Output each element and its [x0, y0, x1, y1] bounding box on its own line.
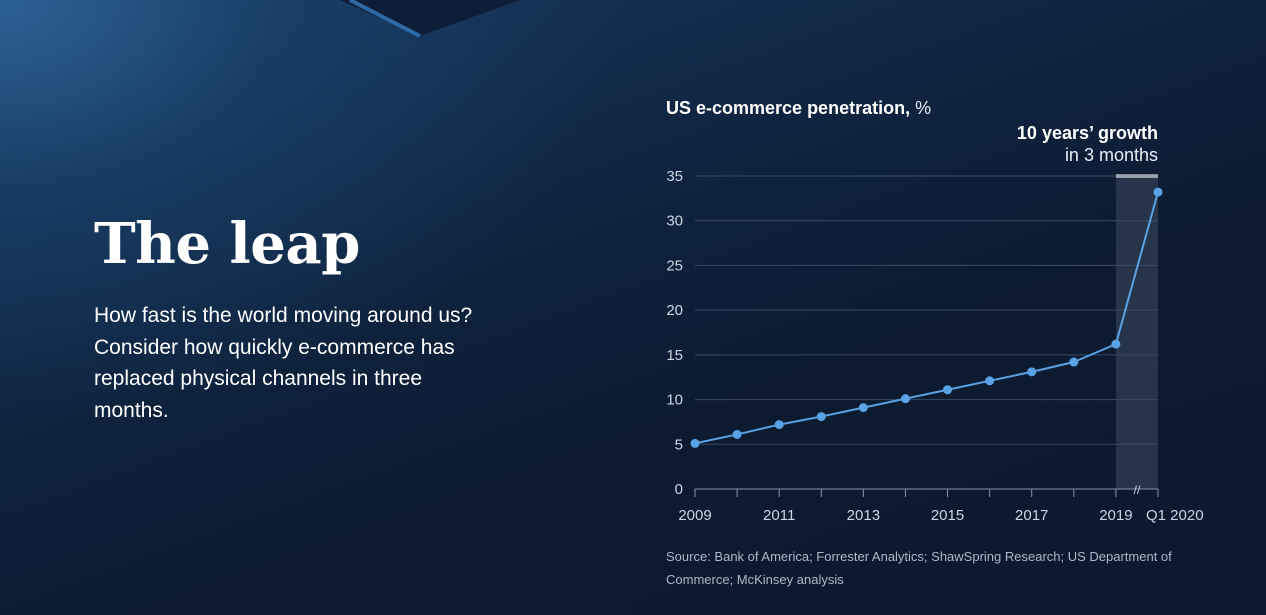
x-tick-label-Q1-2020: Q1 2020 [1146, 507, 1204, 524]
grid-group [695, 175, 1158, 445]
decorative-chevron-edge [349, 0, 421, 38]
data-point-2011 [774, 420, 784, 430]
chart-title-unit: % [915, 98, 932, 118]
y-tick-label-15: 15 [666, 347, 683, 364]
highlight-callout: 10 years’ growth in 3 months [1017, 122, 1158, 166]
x-axis-labels: 2009 2011 2013 2015 2017 2019 Q1 2020 [678, 507, 1203, 524]
callout-line2: in 3 months [1064, 145, 1158, 165]
x-tick-label-2011: 2011 [763, 507, 795, 524]
axis-break-marker: // [1134, 483, 1141, 497]
data-point-Q1-2020 [1153, 187, 1163, 197]
data-point-2015 [943, 385, 953, 395]
y-tick-label-20: 20 [666, 302, 683, 319]
y-tick-label-10: 10 [666, 392, 683, 409]
callout-line1: 10 years’ growth [1016, 123, 1158, 143]
y-axis-labels: 0 5 10 15 20 25 30 35 [666, 168, 683, 498]
decorative-chevron [340, 0, 520, 36]
highlight-band [1115, 176, 1158, 489]
data-point-2016 [985, 376, 995, 386]
y-tick-label-25: 25 [666, 257, 683, 274]
data-point-2014 [900, 394, 910, 404]
x-tick-label-2017: 2017 [1015, 507, 1048, 524]
y-tick-label-35: 35 [666, 168, 683, 185]
x-tick-label-2019: 2019 [1099, 507, 1132, 524]
data-point-2013 [858, 403, 868, 413]
y-tick-label-5: 5 [675, 436, 683, 453]
source-note: Source: Bank of America; Forrester Analy… [666, 549, 1172, 587]
data-point-2010 [732, 429, 742, 439]
data-point-2018 [1069, 357, 1079, 367]
axis-group: // [694, 483, 1159, 497]
x-tick-label-2013: 2013 [847, 507, 880, 524]
intro-text: How fast is the world moving around us? … [94, 304, 473, 422]
data-point-2019 [1111, 339, 1121, 349]
page-title: The leap [94, 211, 360, 277]
highlight-group [1115, 174, 1158, 489]
x-tick-label-2015: 2015 [931, 507, 964, 524]
data-point-2012 [816, 412, 826, 422]
series-group [690, 187, 1163, 448]
chart-title-text: US e-commerce penetration, [666, 98, 911, 118]
x-tick-label-2009: 2009 [678, 507, 711, 524]
chart-title: US e-commerce penetration, % [666, 96, 931, 120]
data-point-2009 [690, 438, 700, 448]
data-point-2017 [1027, 367, 1037, 377]
y-tick-label-0: 0 [675, 481, 683, 498]
y-tick-label-30: 30 [666, 213, 683, 230]
series-line-0 [694, 191, 1159, 445]
